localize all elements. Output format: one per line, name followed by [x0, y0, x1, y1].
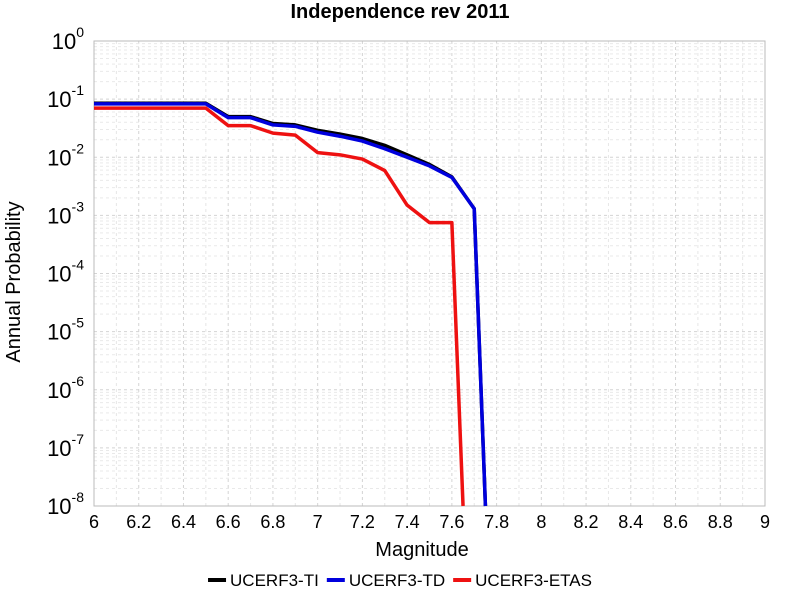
- x-tick-label: 7.8: [484, 512, 509, 532]
- x-tick-label: 8.2: [574, 512, 599, 532]
- x-axis-ticks: 6 6.2 6.4 6.6 6.8 7 7.2 7.4 7.6 7.8 8 8.2 8.4 8.6 8.8 9: [89, 512, 770, 532]
- x-tick-label: 6.4: [171, 512, 196, 532]
- series-line-ucerf3-etas: [94, 106, 465, 507]
- y-tick-label: 10-8: [47, 489, 84, 519]
- chart-title: Independence rev 2011: [290, 1, 509, 23]
- series-lines: [94, 101, 488, 507]
- legend-label-ucerf3-ti: UCERF3-TI: [230, 571, 319, 590]
- grid: [93, 41, 766, 507]
- x-tick-label: 8.6: [663, 512, 688, 532]
- x-tick-label: 9: [760, 512, 770, 532]
- x-tick-label: 7.6: [439, 512, 464, 532]
- x-tick-label: 7: [313, 512, 323, 532]
- x-tick-label: 6.8: [260, 512, 285, 532]
- y-axis-label: Annual Probability: [3, 201, 25, 362]
- series-line-ucerf3-td: [94, 102, 488, 507]
- y-tick-label: 10-3: [47, 198, 84, 228]
- x-tick-label: 8.8: [708, 512, 733, 532]
- x-tick-label: 7.4: [395, 512, 420, 532]
- y-tick-label: 10-5: [47, 315, 84, 345]
- x-tick-label: 8: [536, 512, 546, 532]
- x-tick-label: 6.2: [126, 512, 151, 532]
- x-tick-label: 8.4: [618, 512, 643, 532]
- y-tick-label: 10-4: [47, 257, 84, 287]
- x-tick-label: 6.6: [216, 512, 241, 532]
- legend-label-ucerf3-etas: UCERF3-ETAS: [475, 571, 592, 590]
- legend: UCERF3-TI UCERF3-TD UCERF3-ETAS: [208, 571, 592, 590]
- y-tick-label: 10-2: [47, 140, 84, 170]
- plot-area-frame: [93, 40, 766, 507]
- x-tick-label: 6: [89, 512, 99, 532]
- y-tick-label: 10-6: [47, 373, 84, 403]
- y-tick-label: 10-7: [47, 431, 84, 461]
- legend-label-ucerf3-td: UCERF3-TD: [349, 571, 445, 590]
- x-axis-label: Magnitude: [375, 539, 468, 561]
- y-axis-ticks: 100 10-1 10-2 10-3 10-4 10-5 10-6 10-7 10-8: [47, 24, 84, 519]
- y-tick-label: 10-1: [47, 82, 84, 112]
- x-tick-label: 7.2: [350, 512, 375, 532]
- y-tick-label: 100: [52, 24, 84, 54]
